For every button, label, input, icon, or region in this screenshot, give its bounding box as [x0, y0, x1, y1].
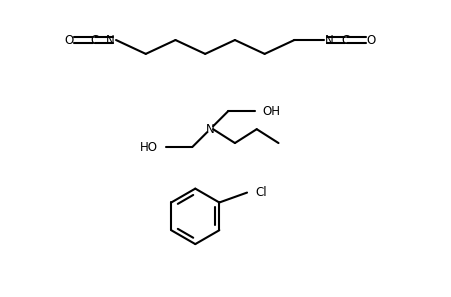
Text: N: N	[324, 34, 333, 47]
Text: C: C	[341, 34, 349, 47]
Text: N: N	[106, 34, 115, 47]
Text: C: C	[90, 34, 98, 47]
Text: Cl: Cl	[254, 186, 266, 199]
Text: O: O	[366, 34, 375, 47]
Text: O: O	[64, 34, 73, 47]
Text: OH: OH	[262, 105, 280, 118]
Text: HO: HO	[139, 140, 157, 154]
Text: N: N	[205, 123, 214, 136]
